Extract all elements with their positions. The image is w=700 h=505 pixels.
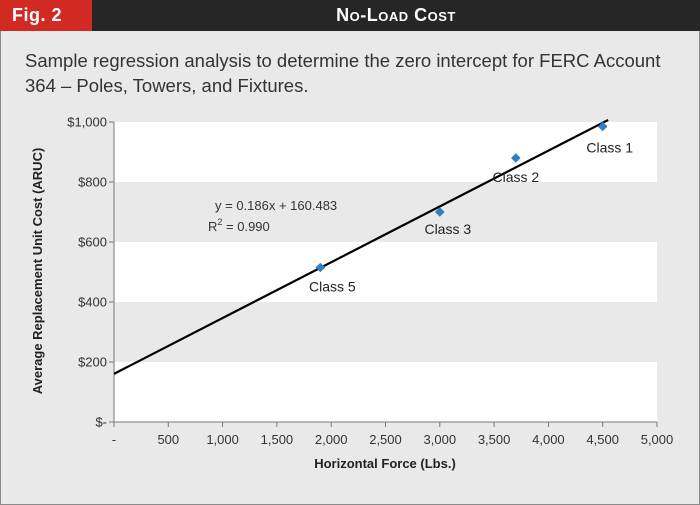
y-tick-label: $800: [78, 175, 107, 190]
x-tick-label: -: [112, 432, 116, 447]
data-point-label: Class 5: [309, 279, 356, 295]
x-tick-label: 4,500: [586, 432, 619, 447]
x-tick-label: 5,000: [641, 432, 674, 447]
x-tick-label: 2,000: [315, 432, 348, 447]
x-axis-label: Horizontal Force (Lbs.): [314, 456, 456, 471]
regression-line: [113, 118, 609, 375]
x-tick-label: 3,000: [424, 432, 457, 447]
r-squared-label: R2 = 0.990: [208, 217, 270, 234]
plot-bands: [114, 122, 657, 422]
x-tick-label: 2,500: [369, 432, 402, 447]
trendline-group: [113, 118, 609, 375]
x-tick-label: 4,000: [532, 432, 565, 447]
x-tick-label: 1,000: [206, 432, 239, 447]
y-axis: $- $200 $400 $600 $800 $1,000: [67, 115, 115, 430]
y-tick-label: $600: [78, 235, 107, 250]
data-point-label: Class 3: [424, 221, 471, 237]
x-axis: - 500 1,000 1,500 2,000 2,500 3,000 3,500 4,000 4…: [112, 421, 674, 447]
x-tick-label: 500: [157, 432, 179, 447]
data-points: Class 1 Class 2 Class 3 Class 5: [309, 121, 633, 295]
y-tick-label: $-: [95, 415, 107, 430]
y-tick-label: $200: [78, 355, 107, 370]
plot-band: [114, 242, 657, 302]
figure-header-bar: Fig. 2 No-Load Cost: [0, 0, 700, 31]
data-point-marker: [511, 153, 521, 163]
y-tick-label: $400: [78, 295, 107, 310]
plot-band: [114, 122, 657, 182]
figure-number-label: Fig. 2: [0, 0, 92, 31]
regression-equation: y = 0.186x + 160.483: [215, 198, 337, 213]
data-point-label: Class 2: [492, 169, 539, 185]
data-point-marker: [435, 207, 445, 217]
y-tick-label: $1,000: [67, 115, 107, 130]
x-tick-label: 3,500: [478, 432, 511, 447]
plot-band: [114, 362, 657, 422]
data-point-label: Class 1: [586, 140, 633, 156]
data-point-marker: [597, 121, 608, 132]
x-tick-label: 1,500: [261, 432, 294, 447]
y-axis-label: Average Replacement Unit Cost (ARUC): [30, 148, 45, 395]
data-point-marker: [315, 262, 326, 273]
figure-caption: Sample regression analysis to determine …: [25, 50, 661, 96]
figure-title: No-Load Cost: [336, 5, 456, 25]
